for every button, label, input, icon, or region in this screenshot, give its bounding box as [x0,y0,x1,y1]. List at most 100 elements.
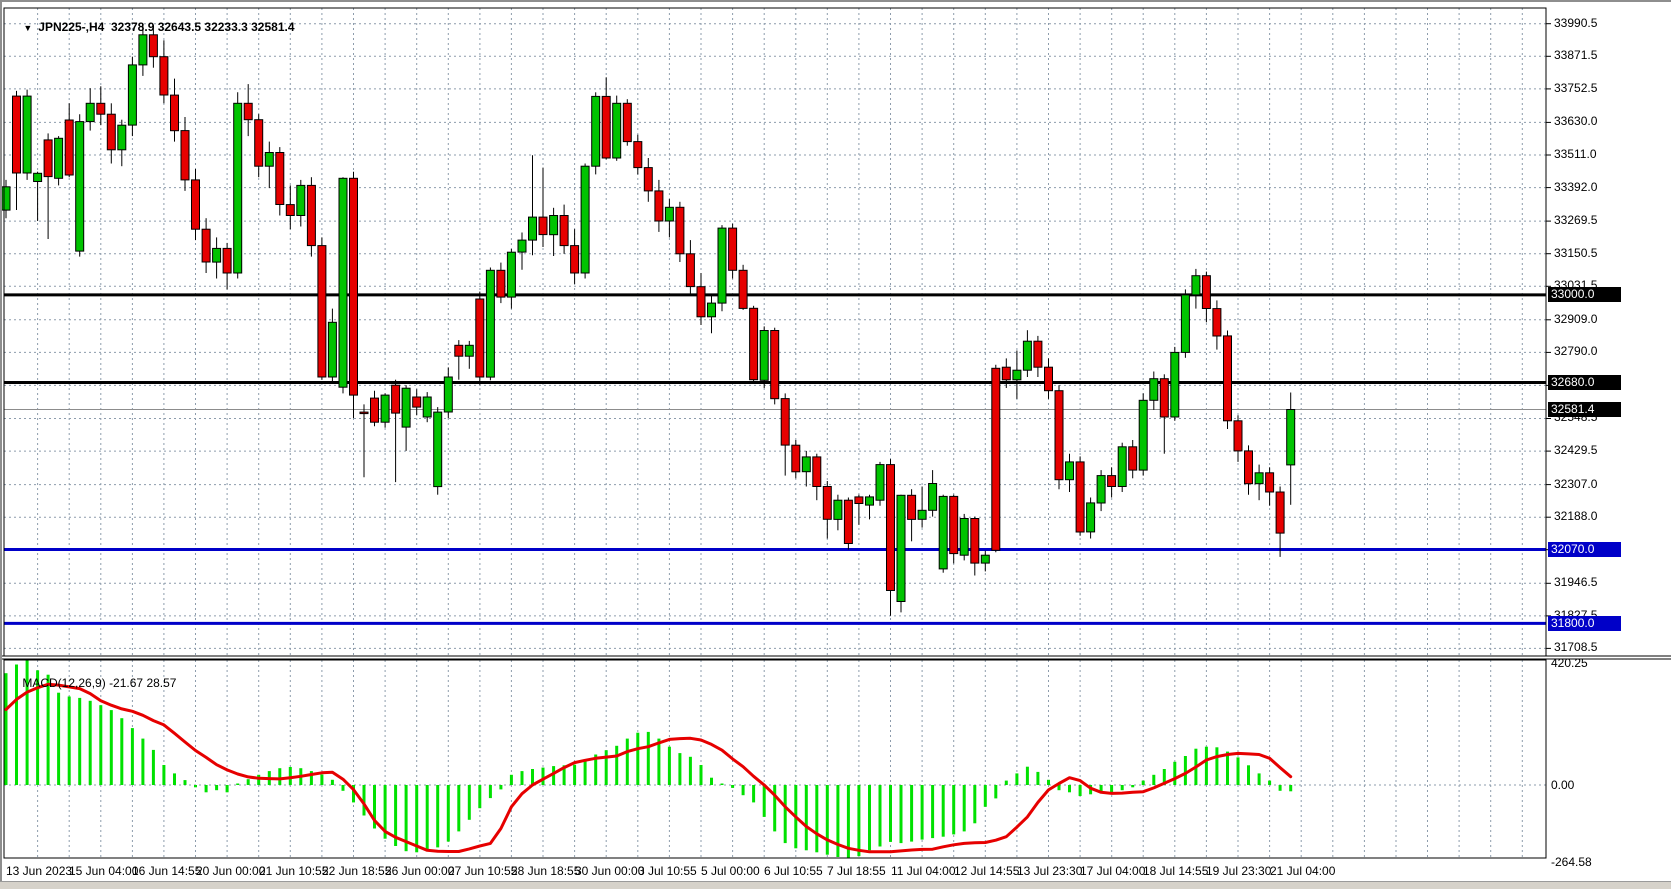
candle-body-bull [549,215,559,236]
candle-body-bear [991,367,1001,551]
macd-histogram-bar [36,670,40,785]
time-tick-label: 11 Jul 04:00 [891,864,956,878]
candle-body-bull [433,411,443,488]
candle-body-bear [370,397,379,423]
macd-tick-label: 0.00 [1551,778,1575,792]
candle-body-bull [938,495,948,570]
macd-histogram-bar [604,750,608,785]
candle-body-bear [1128,446,1138,471]
macd-histogram-bar [1173,761,1177,785]
macd-histogram-bar [457,785,461,832]
candle-body-bear [854,496,864,504]
macd-histogram-bar [120,718,124,785]
macd-histogram-bar [246,779,250,785]
time-tick-label: 21 Jun 10:55 [259,864,329,878]
candle-body-bear [1159,378,1169,418]
macd-histogram-bar [499,785,503,790]
candle-body-bull [707,302,716,318]
candle-body-bear [1001,366,1011,381]
macd-histogram-bar [1289,785,1293,792]
symbol-period-label: JPN225-,H4 [38,20,105,34]
candle-body-bull [865,496,874,506]
candle-body-bull [138,34,148,66]
candle-body-bear [770,330,780,400]
candle-body-bull [612,102,622,159]
macd-histogram-bar [825,785,829,855]
candle-body-bull [127,64,137,126]
macd-histogram-bar [594,754,598,785]
macd-histogram-bar [625,738,629,785]
window-border-top [0,0,1671,2]
macd-histogram-bar [509,774,513,785]
candle-body-bull [717,227,727,304]
macd-histogram-bar [878,785,882,847]
macd-histogram-bar [204,785,208,793]
macd-histogram-bar [141,738,145,785]
candle-body-bull [917,509,927,520]
macd-histogram-bar [1162,769,1166,785]
macd-histogram-bar [1068,785,1071,793]
macd-histogram-bar [320,774,324,785]
macd-histogram-bar [1152,774,1156,785]
candle-body-bear [1201,275,1211,310]
candle-body-bull [959,518,969,556]
candle-body-bull [380,394,390,423]
candle-body-bear [285,204,295,217]
candle-body-bear [780,398,790,446]
macd-histogram-bar [1226,751,1229,785]
macd-histogram-bar [151,749,155,785]
candle-body-bull [422,396,432,418]
macd-histogram-bar [815,785,819,853]
macd-histogram-bar [362,785,366,816]
macd-histogram-bar [236,783,240,785]
window-border-left [0,0,2,883]
macd-histogram-bar [1236,757,1240,785]
macd-histogram-bar [352,785,355,803]
candle-body-bear [1223,335,1232,422]
candle-body-bull [22,95,32,174]
macd-current-value: -21.67 [109,676,144,690]
macd-histogram-bar [710,777,713,785]
macd-histogram-bar [983,785,987,807]
chevron-down-icon[interactable]: ▼ [23,23,33,33]
price-tick-label: 33511.0 [1554,147,1597,161]
macd-histogram-bar [583,760,587,785]
candle-body-bear [822,486,832,520]
macd-histogram-bar [720,783,724,785]
macd-histogram-bar [857,785,861,857]
price-tick-label: 32188.0 [1554,509,1598,523]
time-tick-label: 15 Jun 04:00 [69,864,139,878]
candle-body-bull [54,137,64,179]
candle-body-bear [201,228,211,263]
candle-body-bear [907,494,917,520]
candle-body-bear [191,179,200,230]
macd-histogram-bar [678,753,682,785]
macd-histogram-bar [868,785,871,851]
time-tick-label: 21 Jul 04:00 [1270,864,1336,878]
macd-histogram-bar [562,765,566,785]
macd-histogram-bar [941,785,945,837]
macd-histogram-bar [88,700,92,785]
macd-histogram-bar [109,710,113,785]
macd-histogram-bar [1215,747,1219,785]
candle-body-bull [928,483,938,511]
candle-body-bear [675,206,685,255]
macd-histogram-bar [415,785,419,853]
macd-histogram-bar [1131,785,1135,788]
candle-body-bull [117,124,127,151]
time-tick-label: 17 Jul 04:00 [1080,864,1146,878]
macd-histogram-bar [341,785,345,791]
candle-body-bull [591,95,601,167]
candle-body-bull [506,251,516,298]
window-status-strip [0,881,1671,889]
macd-histogram-bar [752,785,756,803]
candle-body-bear [1212,308,1222,337]
macd-histogram-bar [773,785,777,832]
price-level-badge: 31800.0 [1548,616,1621,631]
macd-histogram-bar [1110,785,1114,793]
price-tick-label: 33150.5 [1554,246,1598,260]
time-tick-label: 18 Jul 14:55 [1143,864,1209,878]
candle-body-bear [1265,472,1275,493]
time-tick-label: 6 Jul 10:55 [764,864,823,878]
